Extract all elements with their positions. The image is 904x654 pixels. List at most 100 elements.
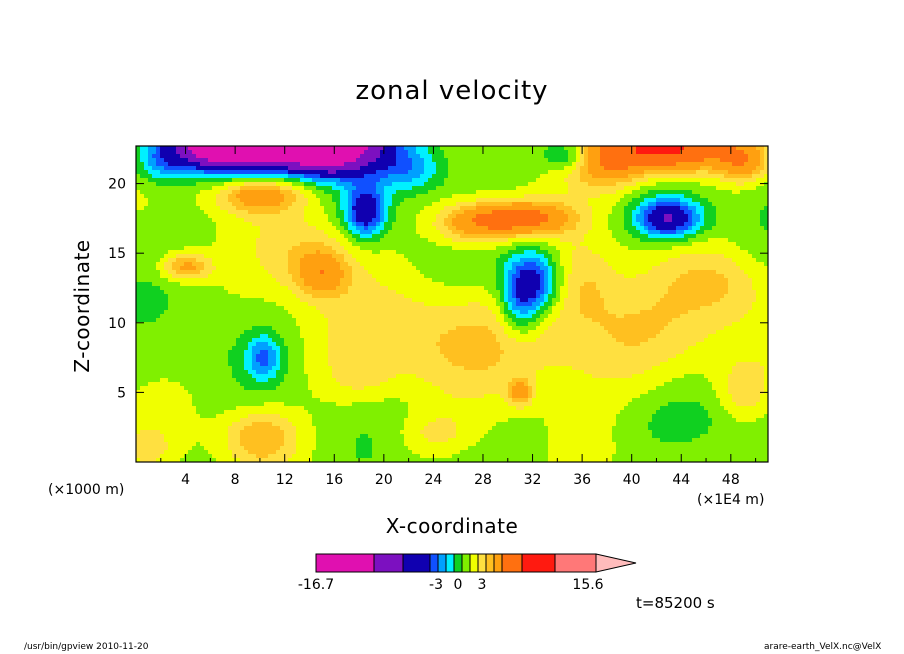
contour-cell [632,214,637,219]
contour-cell [764,174,768,179]
contour-cell [408,166,413,171]
contour-cell [500,178,505,183]
contour-cell [728,150,733,155]
contour-cell [320,202,325,207]
contour-cell [508,234,513,239]
contour-cell [664,262,669,267]
contour-cell [244,238,249,243]
contour-cell [304,226,309,231]
contour-cell [424,262,429,267]
contour-cell [400,242,405,247]
contour-cell [668,170,673,175]
contour-cell [392,270,397,275]
contour-cell [252,194,257,199]
contour-cell [600,250,605,255]
contour-cell [300,218,305,223]
contour-cell [324,150,329,155]
contour-cell [524,238,529,243]
contour-cell [592,154,597,159]
contour-cell [680,262,685,267]
contour-cell [288,198,293,203]
contour-cell [256,158,261,163]
contour-cell [312,178,317,183]
contour-cell [220,242,225,247]
contour-cell [292,250,297,255]
contour-cell [756,166,761,171]
contour-cell [588,198,593,203]
contour-cell [644,254,649,259]
contour-cell [620,182,625,187]
contour-cell [244,218,249,223]
contour-cell [464,222,469,227]
contour-cell [384,186,389,191]
contour-cell [356,162,361,167]
contour-cell [680,178,685,183]
contour-cell [636,238,641,243]
contour-cell [196,146,201,151]
contour-cell [488,206,493,211]
contour-cell [640,162,645,167]
contour-cell [716,202,721,207]
x-unit-note: (×1000 m) [48,482,125,498]
contour-cell [316,162,321,167]
contour-cell [576,194,581,199]
contour-cell [596,154,601,159]
contour-cell [592,162,597,167]
contour-cell [188,146,193,151]
contour-cell [560,218,565,223]
contour-cell [436,150,441,155]
contour-cell [632,174,637,179]
contour-cell [724,190,729,195]
contour-cell [420,254,425,259]
contour-cell [332,170,337,175]
contour-cell [456,202,461,207]
contour-cell [728,258,733,263]
contour-cell [296,170,301,175]
contour-cell [172,258,177,263]
contour-cell [180,222,185,227]
contour-cell [424,186,429,191]
contour-cell [208,230,213,235]
contour-cell [160,250,165,255]
contour-cell [208,170,213,175]
contour-cell [592,230,597,235]
contour-cell [276,174,281,179]
contour-cell [236,162,241,167]
contour-cell [380,258,385,263]
contour-cell [400,258,405,263]
contour-cell [468,154,473,159]
contour-cell [668,194,673,199]
contour-cell [568,210,573,215]
contour-cell [568,202,573,207]
contour-cell [480,250,485,255]
contour-cell [164,270,169,275]
contour-cell [444,166,449,171]
contour-cell [328,214,333,219]
contour-cell [428,146,433,151]
contour-cell [516,202,521,207]
contour-cell [448,242,453,247]
contour-cell [504,150,509,155]
contour-cell [340,154,345,159]
contour-cell [448,246,453,251]
contour-cell [260,190,265,195]
contour-cell [252,206,257,211]
contour-cell [424,246,429,251]
contour-cell [216,194,221,199]
contour-cell [416,230,421,235]
contour-cell [504,254,509,259]
contour-cell [468,258,473,263]
contour-cell [208,182,213,187]
contour-cell [708,174,713,179]
contour-cell [200,222,205,227]
contour-cell [168,258,173,263]
contour-cell [180,250,185,255]
contour-cell [568,154,573,159]
contour-cell [344,230,349,235]
contour-cell [732,146,737,151]
contour-cell [484,202,489,207]
contour-cell [216,258,221,263]
contour-cell [392,226,397,231]
contour-cell [352,150,357,155]
contour-cell [756,182,761,187]
